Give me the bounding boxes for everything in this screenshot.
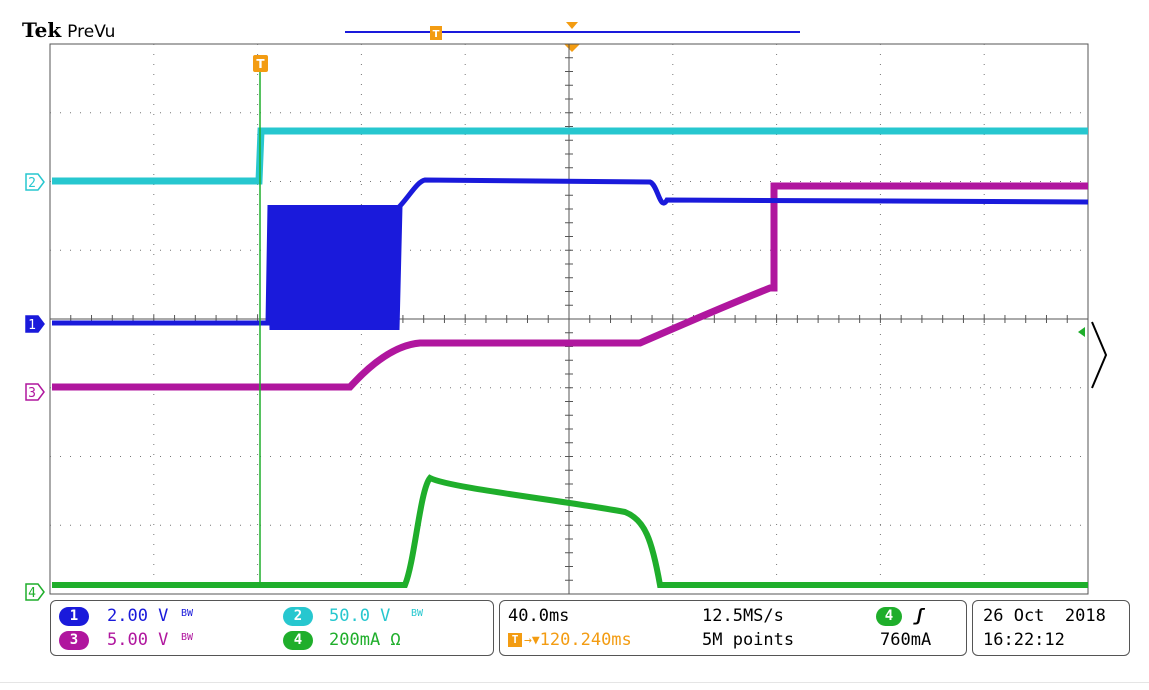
channel-1-marker: 1 [25, 315, 45, 333]
trigger-offset-icon: T [508, 633, 522, 647]
channel-2-marker-label: 2 [28, 176, 36, 191]
ch2-scale: 50.0 V [329, 606, 391, 626]
ch2-bw-limit: BW [411, 607, 424, 619]
side-menu-chevron-icon [1091, 321, 1108, 389]
overview-trigger-icon [430, 26, 442, 40]
ch4-scale: 200mA Ω [329, 630, 401, 650]
ch2-badge[interactable]: 2 [283, 606, 313, 626]
brand-logo: Tek [22, 18, 62, 42]
trigger-level-icon [1078, 327, 1085, 337]
trigger-level: 760mA [880, 630, 932, 650]
channel-4-marker-label: 4 [28, 586, 36, 601]
trigger-position-icon [253, 55, 268, 72]
sample-rate: 12.5MS/s [702, 606, 784, 626]
graticule-grid [49, 43, 1089, 595]
ch3-badge[interactable]: 3 [59, 630, 89, 650]
waveforms [52, 72, 1089, 588]
time-readout: 16:22:12 [983, 630, 1065, 650]
ch3-bw-limit: BW [181, 631, 194, 643]
ch1-waveform [52, 177, 1089, 331]
ch3-waveform [52, 182, 1088, 391]
ch1-badge[interactable]: 1 [59, 606, 89, 626]
ch3-scale: 5.00 V [107, 630, 169, 650]
channel-1-marker-label: 1 [28, 318, 36, 333]
channel-4-marker: 4 [25, 583, 45, 601]
bottom-divider [0, 682, 1149, 683]
overview-trigger-label: T [433, 29, 440, 40]
trigger-position-label: T [256, 57, 265, 71]
oscilloscope-brand: Tek PreVu [22, 18, 115, 42]
channel-3-marker: 3 [25, 383, 45, 401]
date-readout: 26 Oct 2018 [983, 606, 1106, 626]
vertical-settings-panel[interactable]: 1 2.00 V BW 2 50.0 V BW 3 5.00 V BW 4 20… [50, 600, 494, 656]
ch4-badge[interactable]: 4 [283, 630, 313, 650]
trigger-slope-icon: ʃ [914, 606, 925, 626]
acquisition-mode: PreVu [67, 22, 116, 42]
ch4-waveform [52, 474, 1088, 588]
ch1-scale: 2.00 V [107, 606, 169, 626]
ch1-bw-limit: BW [181, 607, 194, 619]
horizontal-settings-panel[interactable]: 40.0ms 12.5MS/s 4 ʃ T →▼ 120.240ms 5M po… [499, 600, 967, 656]
delay-arrow-icon: →▼ [524, 632, 540, 648]
ch2-waveform [52, 127, 1088, 185]
trigger-source-badge[interactable]: 4 [876, 606, 902, 626]
overview-position-icon [566, 22, 578, 29]
trigger-position: 120.240ms [539, 630, 632, 650]
horizontal-position-icon [564, 44, 580, 52]
record-length: 5M points [702, 630, 795, 650]
channel-3-marker-label: 3 [28, 386, 36, 401]
datetime-panel: 26 Oct 2018 16:22:12 [972, 600, 1130, 656]
channel-2-marker: 2 [25, 173, 45, 191]
time-scale: 40.0ms [508, 606, 570, 626]
